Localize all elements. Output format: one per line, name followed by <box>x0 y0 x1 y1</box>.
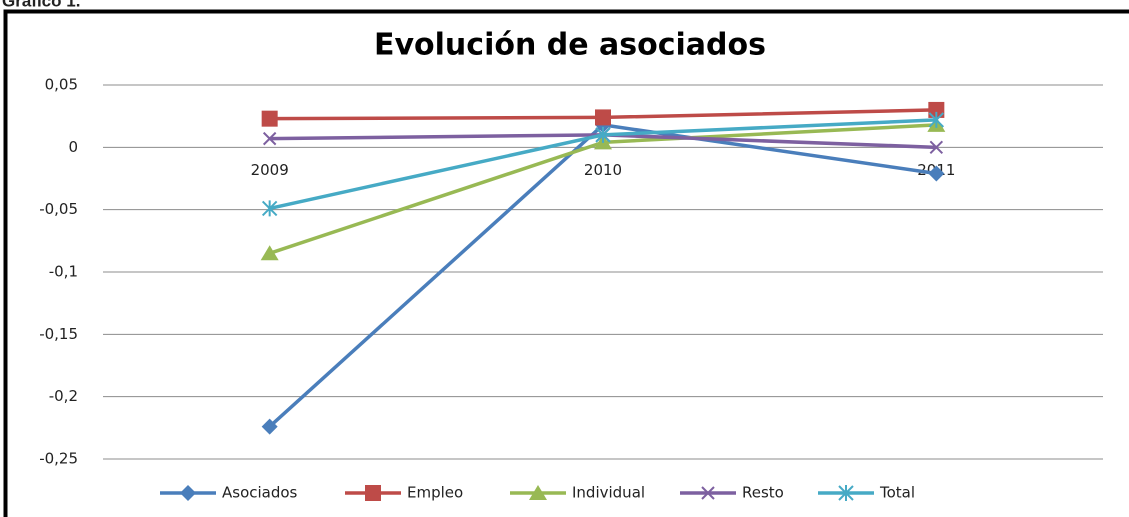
marker <box>261 418 278 435</box>
y-tick-label: -0,05 <box>39 200 78 218</box>
marker <box>261 110 278 127</box>
legend-item: Asociados <box>160 484 298 502</box>
legend-label: Total <box>879 484 915 502</box>
legend-item: Resto <box>680 484 784 502</box>
marker <box>929 140 944 155</box>
marker <box>838 485 854 501</box>
chart-title: Evolución de asociados <box>374 28 766 63</box>
y-tick-label: -0,25 <box>39 450 78 468</box>
marker <box>595 109 611 126</box>
x-tick-label: 2009 <box>251 161 289 179</box>
marker <box>260 245 279 261</box>
marker <box>262 131 277 146</box>
marker <box>928 165 945 182</box>
heading: Gráfico 1. <box>2 0 80 10</box>
legend-item: Individual <box>510 484 645 502</box>
y-tick-label: 0,05 <box>45 76 78 94</box>
legend-label: Individual <box>572 484 645 502</box>
marker <box>928 101 945 118</box>
marker <box>701 486 715 500</box>
legend-label: Resto <box>742 484 784 502</box>
y-tick-label: -0,2 <box>49 387 78 405</box>
legend-item: Empleo <box>345 484 463 502</box>
y-tick-label: -0,1 <box>49 263 78 281</box>
marker <box>365 485 381 501</box>
legend-item: Total <box>818 484 915 502</box>
y-tick-label: 0 <box>68 138 78 156</box>
marker <box>928 111 945 128</box>
chart-frame <box>3 9 1129 517</box>
marker <box>180 485 196 501</box>
marker <box>261 200 278 217</box>
marker <box>529 485 547 500</box>
y-tick-label: -0,15 <box>39 325 78 343</box>
legend-label: Asociados <box>222 484 298 502</box>
marker <box>595 126 611 143</box>
x-tick-label: 2010 <box>584 161 622 179</box>
legend-label: Empleo <box>407 484 463 502</box>
